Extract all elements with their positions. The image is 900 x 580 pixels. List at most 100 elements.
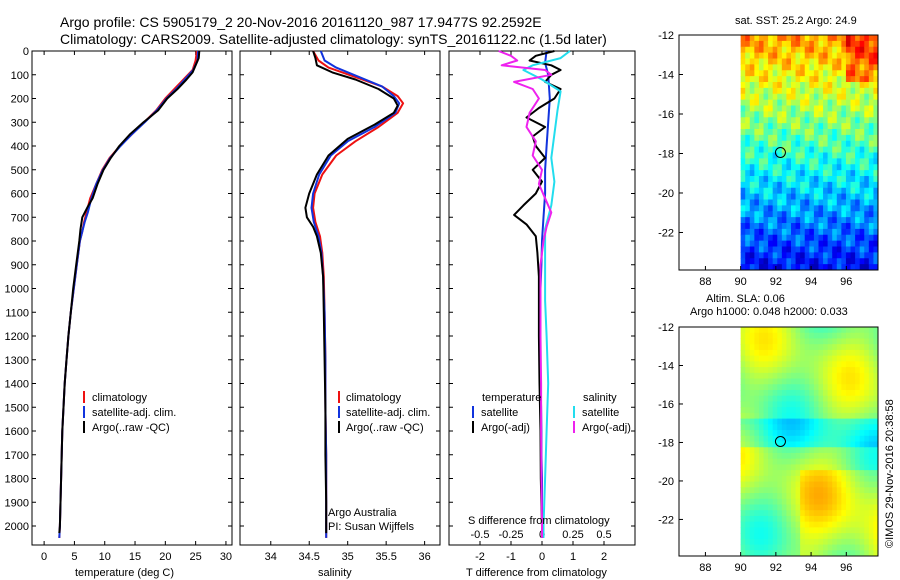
map-cell (745, 407, 751, 414)
map-cell (827, 384, 833, 391)
map-cell (818, 223, 824, 230)
map-cell (818, 498, 824, 506)
map-cell (800, 134, 806, 142)
map-cell (795, 246, 801, 253)
map-cell (777, 475, 783, 483)
map-y-tick-label: -20 (658, 476, 674, 488)
map-cell (873, 205, 878, 212)
map-cell (795, 504, 801, 511)
map-cell (786, 481, 792, 488)
map-cell (868, 470, 875, 477)
map-cell (850, 389, 856, 397)
map-cell (832, 152, 838, 159)
map-cell (818, 258, 824, 265)
map-cell (818, 510, 824, 517)
map-cell (791, 217, 797, 224)
map-cell (791, 170, 797, 177)
map-cell (859, 52, 865, 60)
map-cell (823, 527, 829, 534)
map-cell (768, 327, 774, 334)
map-cell (786, 550, 792, 556)
map-cell (740, 527, 746, 534)
map-cell (836, 550, 842, 556)
sst-map-axes: 88 90 92 94 96-12-14-16-18-20-22 (658, 30, 852, 288)
map-cell (763, 498, 769, 506)
map-cell (813, 533, 820, 540)
map-cell (758, 117, 765, 124)
map-cell (749, 146, 755, 154)
map-cell (781, 158, 788, 165)
map-cell (836, 176, 842, 183)
map-cell (772, 493, 778, 500)
map-cell (795, 327, 801, 334)
map-cell (855, 481, 861, 488)
x-tick-label: 15 (129, 551, 141, 563)
map-cell (804, 452, 810, 460)
map-cell (873, 538, 878, 546)
map-cell (745, 134, 751, 142)
map-cell (791, 176, 797, 183)
map-cell (845, 35, 852, 42)
map-cell (850, 481, 856, 488)
map-cell (804, 87, 810, 95)
map-cell (868, 264, 875, 270)
map-cell (845, 332, 852, 340)
map-cell (809, 458, 815, 465)
map-cell (818, 134, 824, 142)
map-cell (772, 117, 778, 124)
map-cell (836, 504, 842, 511)
map-cell (740, 487, 746, 494)
map-cell (758, 527, 765, 534)
map-cell (836, 338, 842, 345)
map-cell (777, 447, 783, 454)
map-cell (772, 464, 778, 471)
map-cell (800, 424, 806, 431)
map-cell (864, 344, 870, 351)
map-cell (800, 510, 806, 517)
map-cell (845, 52, 852, 60)
map-cell (836, 187, 842, 195)
map-cell (781, 264, 788, 270)
map-cell (841, 521, 847, 528)
map-cell (832, 349, 838, 357)
map-cell (772, 418, 778, 425)
map-cell (758, 111, 765, 118)
map-cell (809, 246, 815, 253)
map-cell (758, 355, 765, 362)
map-cell (827, 217, 833, 224)
map-cell (841, 99, 847, 107)
map-cell (845, 217, 852, 224)
map-cell (740, 252, 746, 259)
map-cell (791, 129, 797, 136)
map-cell (836, 344, 842, 351)
map-cell (768, 361, 774, 368)
map-cell (763, 152, 769, 159)
map-cell (818, 164, 824, 171)
map-cell (813, 170, 820, 177)
map-cell (868, 70, 875, 77)
map-cell (813, 550, 820, 556)
map-cell (859, 538, 865, 546)
map-cell (809, 58, 815, 65)
map-cell (800, 401, 806, 408)
map-cell (827, 367, 833, 374)
map-cell (841, 401, 847, 408)
difference-plot: -2 -1 0 1 2-0.5 -0.25 0 0.25 0.5 (449, 50, 635, 563)
map-cell (745, 498, 751, 506)
map-cell (781, 349, 788, 357)
map-cell (804, 338, 810, 345)
map-cell (758, 441, 765, 448)
map-cell (855, 264, 861, 270)
map-cell (827, 264, 833, 270)
map-y-tick-label: -14 (658, 360, 674, 372)
map-cell (745, 372, 751, 380)
map-cell (832, 146, 838, 154)
difference-legend: temperature salinity satellite Argo(-adj… (468, 392, 631, 527)
map-cell (868, 504, 875, 511)
map-cell (791, 234, 797, 242)
map-cell (768, 475, 774, 483)
legend-label-temp-argo: Argo(-adj) (481, 422, 530, 434)
map-cell (804, 181, 810, 189)
sla-map-title-line2: Argo h1000: 0.048 h2000: 0.033 (690, 306, 848, 318)
map-cell (768, 152, 774, 159)
